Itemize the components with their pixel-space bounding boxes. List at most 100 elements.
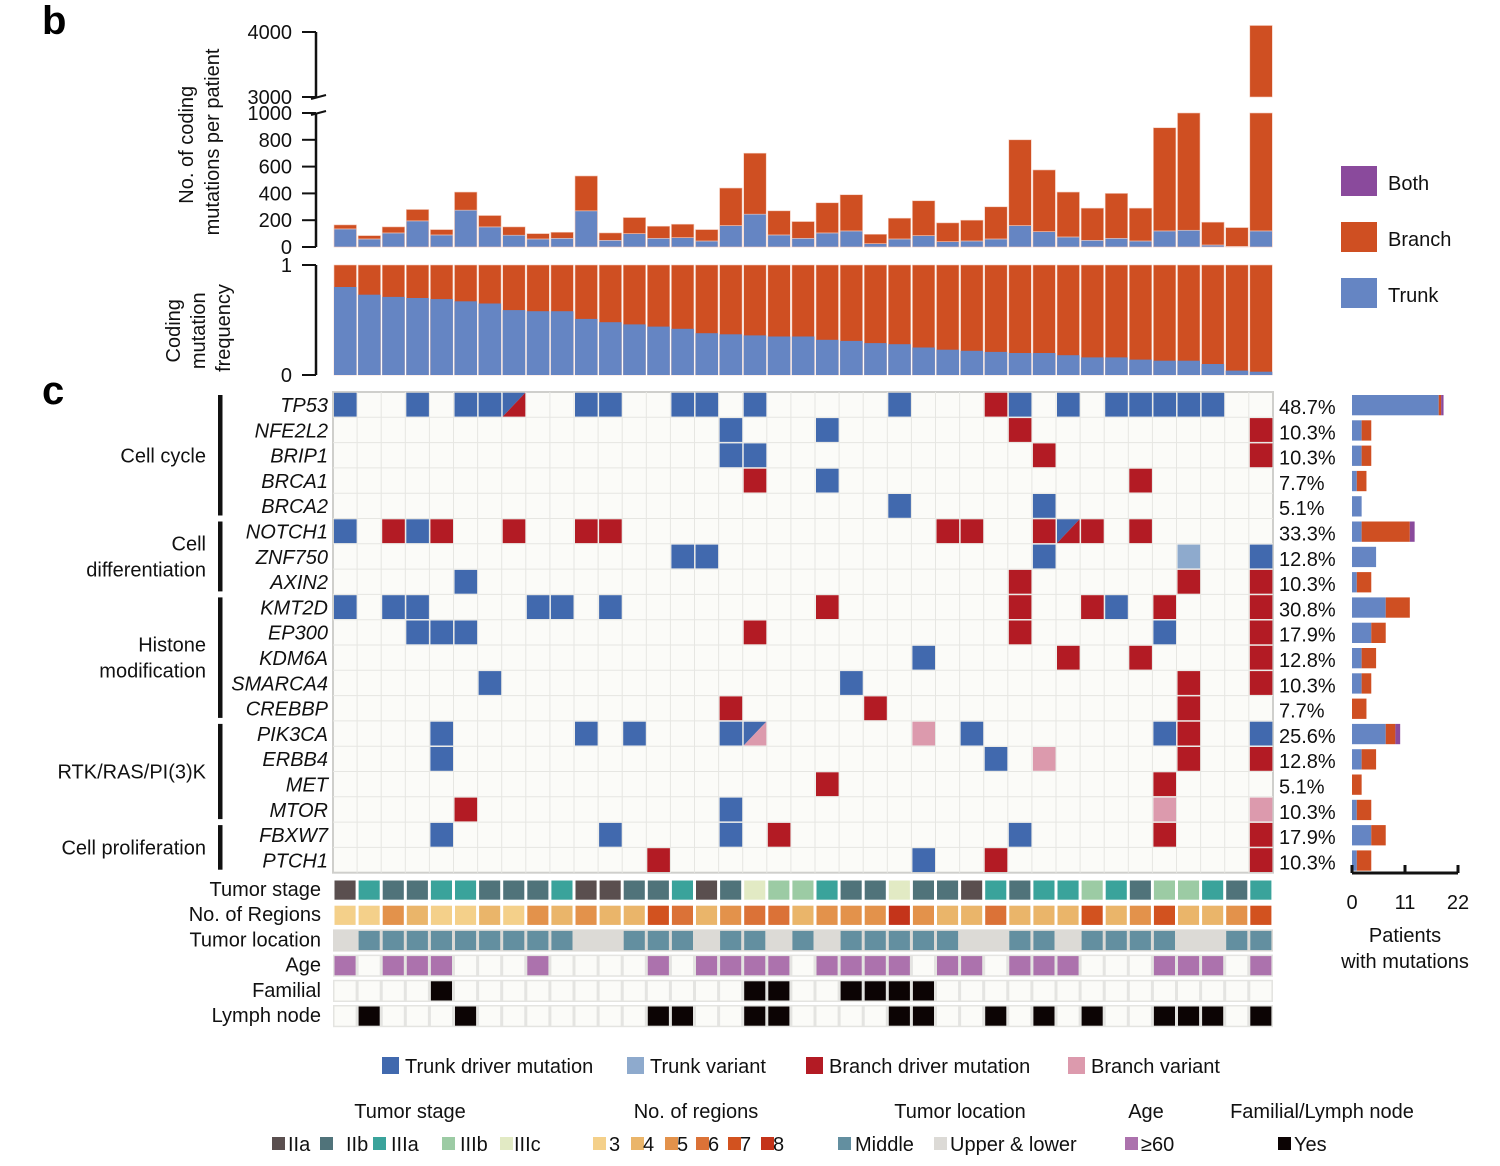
side-bar-trunk — [1352, 622, 1372, 643]
clinical-cell-familial — [840, 981, 862, 1001]
clinical-cell-location — [1129, 930, 1151, 951]
mutation-cell-t — [1057, 392, 1080, 417]
clinical-cell-regions — [623, 905, 645, 925]
mutation-cell-b — [1129, 468, 1152, 493]
mutation-cell-b — [1249, 671, 1273, 695]
clinical-cell-stage — [912, 880, 934, 900]
branch-frequency-bar — [1201, 264, 1225, 376]
frequency-bars — [333, 264, 1273, 376]
clinical-cell-stage — [455, 880, 477, 900]
trunk-count-bar — [912, 235, 936, 248]
mutation-cell-t — [1177, 392, 1201, 417]
clinical-cell-stage — [647, 880, 669, 900]
clinical-cell-lymph — [1153, 1006, 1175, 1026]
trunk-frequency-bar — [358, 294, 381, 375]
mutation-cell-b — [1032, 519, 1056, 544]
clinical-cell-location — [768, 930, 790, 951]
clinical-cell-age — [623, 956, 645, 976]
side-bar-trunk — [1352, 572, 1357, 593]
side-bar-branch — [1352, 698, 1367, 719]
mutation-cell-b — [1153, 595, 1176, 619]
clinical-cell-lymph — [382, 1006, 404, 1026]
gene-label: ZNF750 — [255, 547, 328, 569]
legend-label-both: Both — [1388, 173, 1429, 195]
clinical-cell-regions — [696, 905, 718, 925]
clinical-cell-location — [430, 930, 452, 951]
clinical-cell-age — [816, 956, 838, 976]
clinical-cell-familial — [792, 981, 814, 1001]
gene-label: CREBBP — [246, 699, 329, 721]
clinical-cell-location — [816, 930, 838, 951]
branch-count-bar — [1080, 207, 1104, 241]
clinical-cell-age — [430, 956, 452, 976]
mutation-cell-b — [1008, 418, 1032, 442]
side-bar-branch — [1361, 749, 1377, 770]
clinical-cell-lymph — [334, 1006, 356, 1026]
mutation-cell-b — [1249, 747, 1273, 771]
trunk-count-bar — [1008, 225, 1032, 248]
mutation-cell-b — [936, 519, 960, 544]
clinical-cell-familial — [912, 981, 934, 1001]
mutation-percent: 10.3% — [1279, 448, 1336, 470]
trunk-frequency-bar — [647, 326, 670, 375]
trunk-count-bar — [502, 234, 526, 248]
clinical-cell-lymph — [1033, 1006, 1055, 1026]
mutation-percent: 7.7% — [1279, 473, 1325, 495]
clinical-cell-stage — [671, 880, 693, 900]
mutation-cell-b — [1249, 443, 1273, 468]
clinical-cell-lymph — [816, 1006, 838, 1026]
clinical-cell-regions — [1105, 905, 1127, 925]
trunk-count-bar — [550, 237, 574, 248]
side-bar-trunk — [1352, 825, 1372, 846]
clinical-cell-lymph — [551, 1006, 573, 1026]
trunk-count-bar — [381, 232, 406, 248]
branch-frequency-bar — [1153, 264, 1177, 376]
clinical-cell-regions — [1057, 905, 1079, 925]
clinical-cell-stage — [744, 880, 766, 900]
trunk-frequency-bar — [1201, 364, 1225, 375]
mutation-percent: 12.8% — [1279, 751, 1336, 773]
mutation-cell-b — [1153, 822, 1176, 847]
clinical-cell-familial — [671, 981, 693, 1001]
legend-group-title: Tumor stage — [354, 1101, 466, 1123]
clinical-cell-stage — [768, 880, 790, 900]
side-bar-branch — [1371, 825, 1386, 846]
side-bar-both — [1409, 521, 1415, 542]
legend-label-trunk: Trunk — [1388, 285, 1439, 307]
side-bar-branch — [1361, 420, 1372, 441]
gene-labels: TP53 NFE2L2 BRIP1 BRCA1 BRCA2 NOTCH1 ZNF750 AXI… — [231, 395, 329, 872]
clinical-cell-stage — [1009, 880, 1031, 900]
clinical-cell-stage — [937, 880, 959, 900]
clinical-row-label: Tumor stage — [209, 879, 321, 901]
clinical-cell-age — [382, 956, 404, 976]
clinical-cell-location — [1081, 930, 1103, 951]
clinical-cell-regions — [503, 905, 525, 925]
mutation-cell-b — [1249, 822, 1273, 847]
clinical-cell-lymph — [1129, 1006, 1151, 1026]
clinical-cell-age — [1226, 956, 1248, 976]
clinical-cell-regions — [430, 905, 452, 925]
clinical-cell-lymph — [744, 1006, 766, 1026]
mutation-percent: 10.3% — [1279, 574, 1336, 596]
branch-count-bar — [502, 226, 526, 236]
trunk-count-bar — [574, 210, 598, 248]
mutation-cell-b — [960, 519, 984, 544]
clinical-cell-lymph — [864, 1006, 886, 1026]
trunk-count-bar — [333, 228, 357, 248]
legend-swatch-both — [1341, 166, 1377, 196]
legend-swatch — [500, 1137, 513, 1150]
y-tick-label: 1000 — [248, 103, 293, 125]
trunk-count-bar — [984, 238, 1008, 248]
clinical-cell-location — [455, 930, 477, 951]
mutation-cell-t — [599, 822, 622, 847]
clinical-cell-lymph — [840, 1006, 862, 1026]
branch-count-bar — [574, 175, 598, 212]
mutation-cell-t — [478, 671, 502, 695]
frequency-y-axis-title-line2: mutation — [188, 292, 210, 369]
legend-label-branch: Branch — [1388, 229, 1451, 251]
clinical-cell-stage — [430, 880, 452, 900]
legend-label: 8 — [773, 1134, 784, 1156]
clinical-cell-familial — [1153, 981, 1175, 1001]
clinical-cell-location — [1226, 930, 1248, 951]
clinical-cell-familial — [551, 981, 573, 1001]
